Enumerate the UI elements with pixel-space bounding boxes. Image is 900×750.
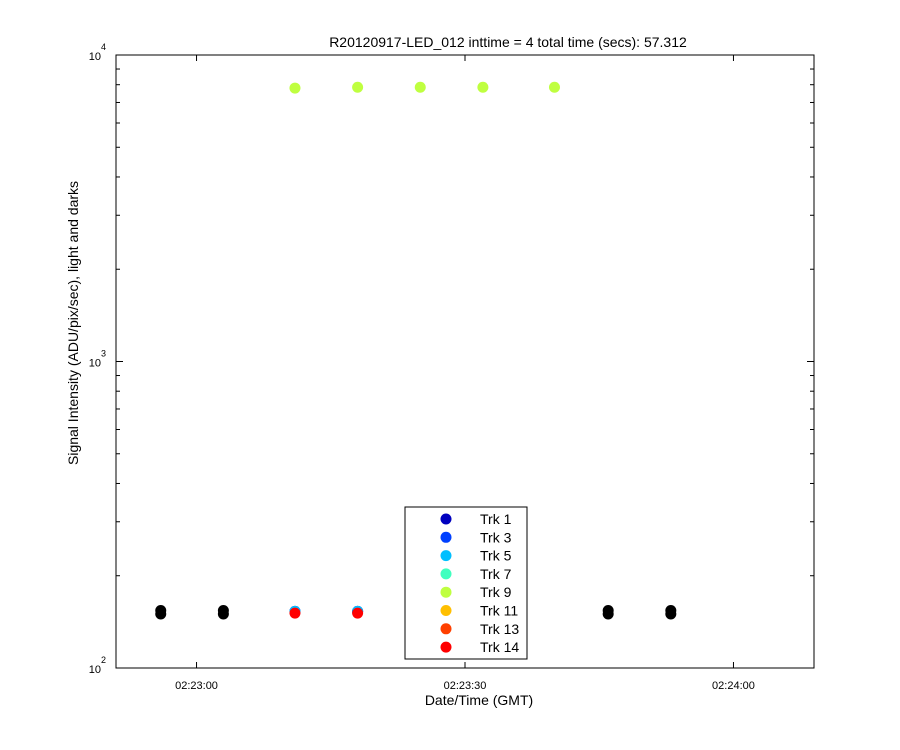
legend-label-trk-1: Trk 1	[480, 511, 512, 527]
y-tick-exponent: 4	[101, 42, 106, 52]
y-tick-label: 103	[89, 349, 106, 370]
legend-marker-trk-13	[440, 623, 452, 635]
legend-marker-trk-14	[440, 641, 452, 653]
x-tick-label: 02:23:00	[175, 680, 218, 692]
y-axis-label: Signal Intensity (ADU/pix/sec), light an…	[65, 181, 81, 465]
legend-marker-trk-11	[440, 605, 452, 616]
legend: Trk 1 Trk 3 Trk 5 Trk 7 Trk 9 Trk 11 Trk 13 Trk…	[404, 506, 528, 660]
dark-point	[217, 605, 229, 617]
point-trk-14	[352, 607, 364, 619]
dark-point	[665, 605, 677, 617]
y-tick-base: 10	[89, 358, 101, 370]
legend-label-trk-3: Trk 3	[480, 529, 512, 545]
legend-label-trk-13: Trk 13	[480, 621, 519, 637]
x-tick-label: 02:24:00	[712, 680, 755, 692]
y-tick-exponent: 2	[101, 655, 106, 665]
legend-marker-trk-3	[440, 531, 452, 543]
chart-title: R20120917-LED_012 inttime = 4 total time…	[329, 34, 687, 50]
x-axis-label: Date/Time (GMT)	[425, 692, 533, 708]
point-trk-14	[289, 607, 301, 619]
y-tick-exponent: 3	[101, 349, 106, 359]
y-tick-base: 10	[89, 664, 101, 676]
legend-marker-trk-1	[440, 513, 452, 525]
point-trk-9	[414, 81, 426, 93]
y-tick-label: 104	[89, 42, 106, 63]
dark-point	[155, 605, 167, 617]
point-trk-9	[289, 82, 301, 94]
dark-point	[602, 605, 614, 617]
point-trk-9	[477, 81, 489, 93]
legend-label-trk-7: Trk 7	[480, 566, 512, 582]
point-trk-9	[548, 81, 560, 93]
x-tick-label: 02:23:30	[444, 680, 487, 692]
legend-box	[404, 506, 528, 660]
legend-marker-trk-7	[440, 568, 452, 580]
legend-label-trk-11: Trk 11	[480, 603, 518, 619]
legend-label-trk-14: Trk 14	[480, 639, 519, 655]
legend-label-trk-9: Trk 9	[480, 584, 512, 600]
y-tick-base: 10	[89, 51, 101, 63]
y-tick-label: 102	[89, 655, 106, 676]
legend-marker-trk-9	[440, 586, 452, 598]
legend-marker-trk-5	[440, 550, 452, 562]
point-trk-9	[352, 81, 364, 93]
legend-label-trk-5: Trk 5	[480, 548, 512, 564]
